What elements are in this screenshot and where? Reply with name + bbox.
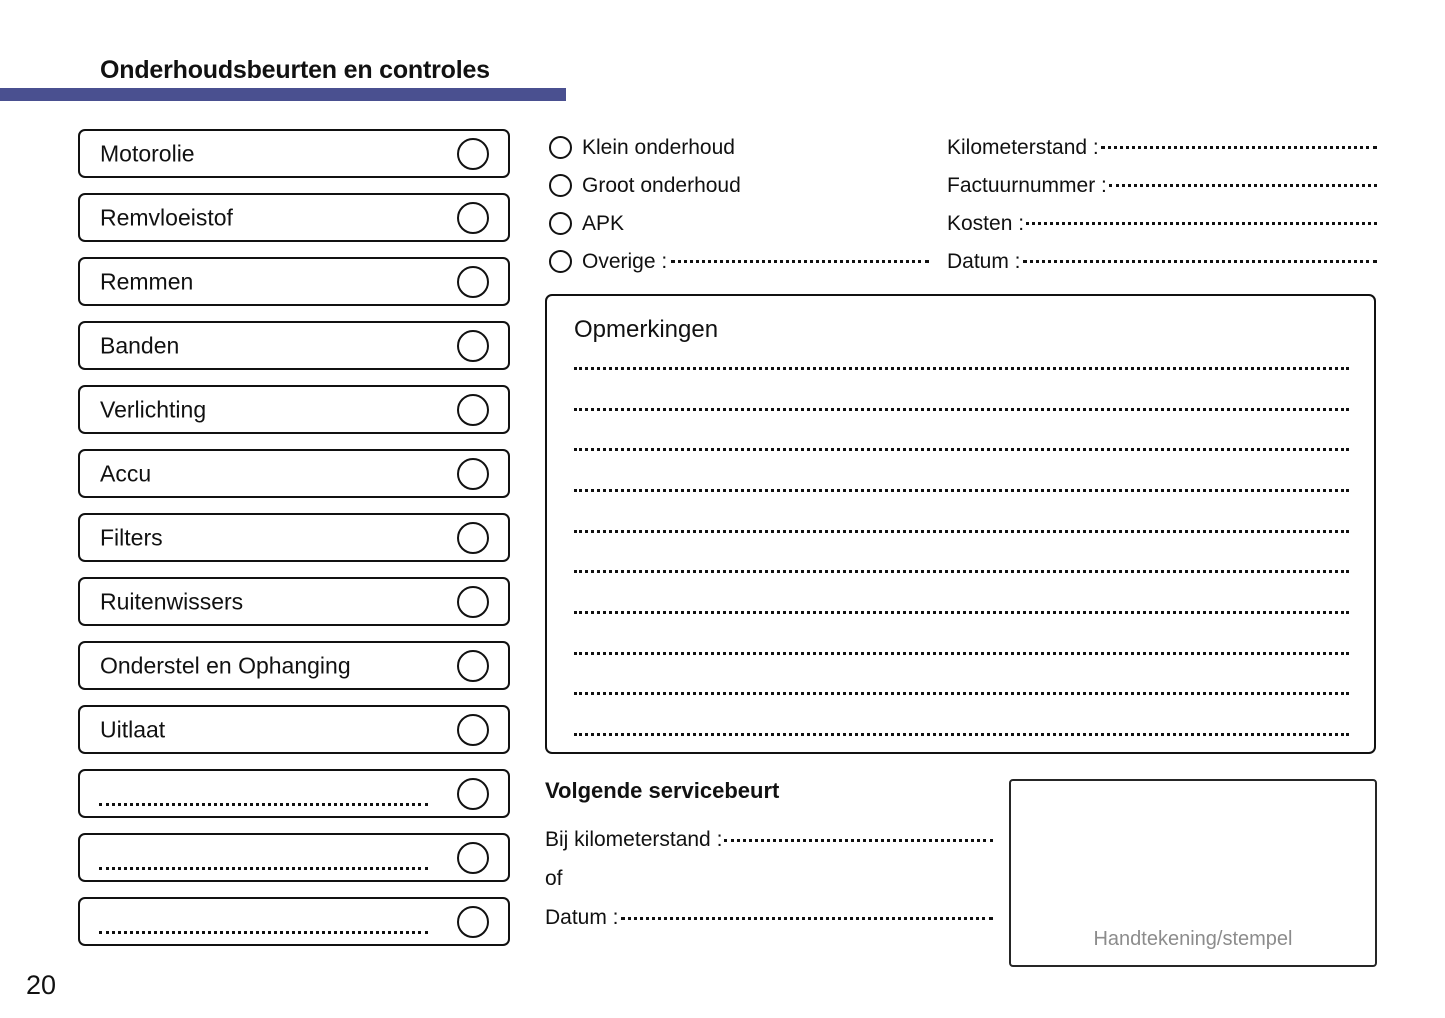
remarks-line[interactable] [574, 608, 1349, 614]
checklist-label: Remvloeistof [100, 204, 233, 230]
checklist-checkbox-circle-icon[interactable] [457, 713, 489, 746]
next-service-label: of [545, 867, 563, 890]
service-type-fill-line[interactable] [671, 257, 929, 263]
checklist-blank-line[interactable] [99, 928, 428, 934]
next-service-rows: Bij kilometerstand : of Datum : [545, 820, 993, 937]
invoice-field-row: Kilometerstand : [947, 128, 1377, 166]
invoice-field-row: Factuurnummer : [947, 166, 1377, 204]
next-service-label: Datum : [545, 906, 619, 929]
checklist-checkbox-circle-icon[interactable] [457, 393, 489, 426]
title-rule [0, 88, 566, 101]
checklist-checkbox-circle-icon[interactable] [457, 841, 489, 874]
invoice-field-fill-line[interactable] [1022, 257, 1377, 263]
next-service-fill-line[interactable] [724, 836, 993, 842]
invoice-field-fill-line[interactable] [1026, 219, 1377, 225]
checklist-label: Remmen [100, 268, 194, 294]
invoice-field-row: Kosten : [947, 204, 1377, 242]
checklist-row[interactable]: Verlichting [78, 385, 510, 434]
checklist-checkbox-circle-icon[interactable] [457, 905, 489, 938]
checklist-checkbox-circle-icon[interactable] [457, 265, 489, 298]
checklist-label: Onderstel en Ophanging [100, 652, 351, 678]
service-type-options: Klein onderhoud Groot onderhoud APK Overige… [549, 128, 929, 280]
next-service-row: Datum : [545, 898, 993, 937]
checklist-label: Banden [100, 332, 180, 358]
remarks-line[interactable] [574, 527, 1349, 533]
checklist-row[interactable]: Filters [78, 513, 510, 562]
remarks-line[interactable] [574, 405, 1349, 411]
invoice-field-label: Kosten : [947, 211, 1025, 235]
checklist-row[interactable]: Remmen [78, 257, 510, 306]
remarks-box[interactable]: Opmerkingen [545, 294, 1376, 754]
checklist-blank-line[interactable] [99, 800, 428, 806]
checklist-checkbox-circle-icon[interactable] [457, 201, 489, 234]
remarks-line[interactable] [574, 649, 1349, 655]
checklist-blank-line[interactable] [99, 864, 428, 870]
service-type-option[interactable]: Overige : [549, 242, 929, 280]
remarks-line[interactable] [574, 689, 1349, 696]
checklist-label: Verlichting [100, 396, 207, 422]
service-type-label: APK [582, 211, 625, 235]
next-service-label: Bij kilometerstand : [545, 828, 723, 851]
checklist-row[interactable] [78, 897, 510, 946]
checklist-label: Uitlaat [100, 716, 166, 742]
radio-circle-icon[interactable] [549, 173, 572, 197]
checklist-row[interactable] [78, 833, 510, 882]
invoice-field-label: Datum : [947, 249, 1021, 273]
checklist-checkbox-circle-icon[interactable] [457, 585, 489, 618]
checklist-row[interactable]: Uitlaat [78, 705, 510, 754]
invoice-field-label: Kilometerstand : [947, 135, 1099, 159]
invoice-fields: Kilometerstand : Factuurnummer : Kosten : D… [947, 128, 1377, 280]
checklist-checkbox-circle-icon[interactable] [457, 777, 489, 810]
checklist-row[interactable]: Remvloeistof [78, 193, 510, 242]
next-service-section: Volgende servicebeurt Bij kilometerstand… [545, 780, 993, 937]
radio-circle-icon[interactable] [549, 135, 572, 159]
service-type-label: Groot onderhoud [582, 173, 741, 197]
service-type-option[interactable]: Groot onderhoud [549, 166, 929, 204]
remarks-write-lines[interactable] [574, 364, 1349, 736]
next-service-title: Volgende servicebeurt [545, 778, 780, 803]
remarks-line[interactable] [574, 730, 1349, 736]
checklist-row[interactable]: Banden [78, 321, 510, 370]
service-type-label: Overige : [582, 249, 668, 273]
remarks-line[interactable] [574, 486, 1349, 492]
invoice-field-fill-line[interactable] [1108, 181, 1377, 187]
checklist-row[interactable]: Motorolie [78, 129, 510, 178]
remarks-line[interactable] [574, 567, 1349, 574]
remarks-line[interactable] [574, 364, 1349, 370]
next-service-row: Bij kilometerstand : [545, 820, 993, 859]
radio-circle-icon[interactable] [549, 211, 572, 235]
invoice-field-label: Factuurnummer : [947, 173, 1107, 197]
invoice-field-row: Datum : [947, 242, 1377, 280]
signature-stamp-box[interactable]: Handtekening/stempel [1009, 779, 1377, 967]
checklist-row[interactable]: Onderstel en Ophanging [78, 641, 510, 690]
checklist-row[interactable]: Accu [78, 449, 510, 498]
radio-circle-icon[interactable] [549, 249, 572, 273]
checklist-label: Filters [100, 524, 163, 550]
checklist-checkbox-circle-icon[interactable] [457, 649, 489, 682]
next-service-row: of [545, 859, 993, 898]
checklist-label: Motorolie [100, 140, 195, 166]
service-type-option[interactable]: Klein onderhoud [549, 128, 929, 166]
checklist-row[interactable] [78, 769, 510, 818]
next-service-fill-line[interactable] [620, 914, 993, 920]
remarks-line[interactable] [574, 445, 1349, 452]
remarks-title: Opmerkingen [574, 316, 719, 343]
service-type-option[interactable]: APK [549, 204, 929, 242]
service-type-label: Klein onderhoud [582, 135, 735, 159]
checklist-checkbox-circle-icon[interactable] [457, 137, 489, 170]
signature-caption: Handtekening/stempel [1093, 928, 1293, 950]
checklist-checkbox-circle-icon[interactable] [457, 329, 489, 362]
invoice-field-fill-line[interactable] [1100, 143, 1377, 149]
maintenance-checklist: Motorolie Remvloeistof Remmen Banden Verlich… [78, 129, 510, 961]
page-title: Onderhoudsbeurten en controles [100, 56, 490, 84]
checklist-row[interactable]: Ruitenwissers [78, 577, 510, 626]
checklist-label: Accu [100, 460, 152, 486]
page-number: 20 [26, 970, 57, 1000]
checklist-checkbox-circle-icon[interactable] [457, 457, 489, 490]
checklist-label: Ruitenwissers [100, 588, 244, 614]
checklist-checkbox-circle-icon[interactable] [457, 521, 489, 554]
